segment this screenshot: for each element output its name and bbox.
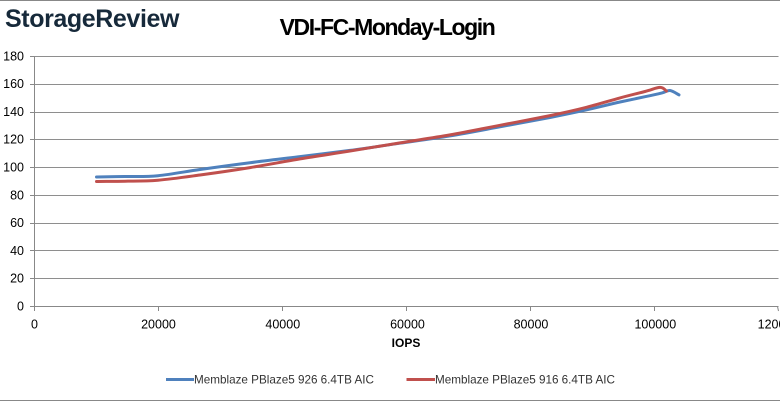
svg-text:100000: 100000 <box>634 318 676 332</box>
svg-text:Memblaze PBlaze5 916 6.4TB AIC: Memblaze PBlaze5 916 6.4TB AIC <box>435 374 615 387</box>
svg-text:140: 140 <box>3 105 24 119</box>
svg-text:0: 0 <box>31 318 38 332</box>
svg-text:40: 40 <box>10 244 24 258</box>
svg-text:120000: 120000 <box>758 318 780 332</box>
svg-text:Memblaze PBlaze5 926 6.4TB AIC: Memblaze PBlaze5 926 6.4TB AIC <box>194 374 374 387</box>
svg-text:20: 20 <box>10 272 24 286</box>
svg-text:80000: 80000 <box>514 318 549 332</box>
svg-text:60: 60 <box>10 216 24 230</box>
svg-text:40000: 40000 <box>265 318 300 332</box>
svg-text:IOPS: IOPS <box>392 336 421 350</box>
svg-text:60000: 60000 <box>390 318 425 332</box>
svg-text:20000: 20000 <box>141 318 176 332</box>
svg-text:120: 120 <box>3 133 24 147</box>
svg-text:0: 0 <box>17 299 24 313</box>
svg-text:160: 160 <box>3 77 24 91</box>
svg-text:180: 180 <box>3 49 24 63</box>
svg-text:100: 100 <box>3 161 24 175</box>
svg-text:80: 80 <box>10 188 24 202</box>
